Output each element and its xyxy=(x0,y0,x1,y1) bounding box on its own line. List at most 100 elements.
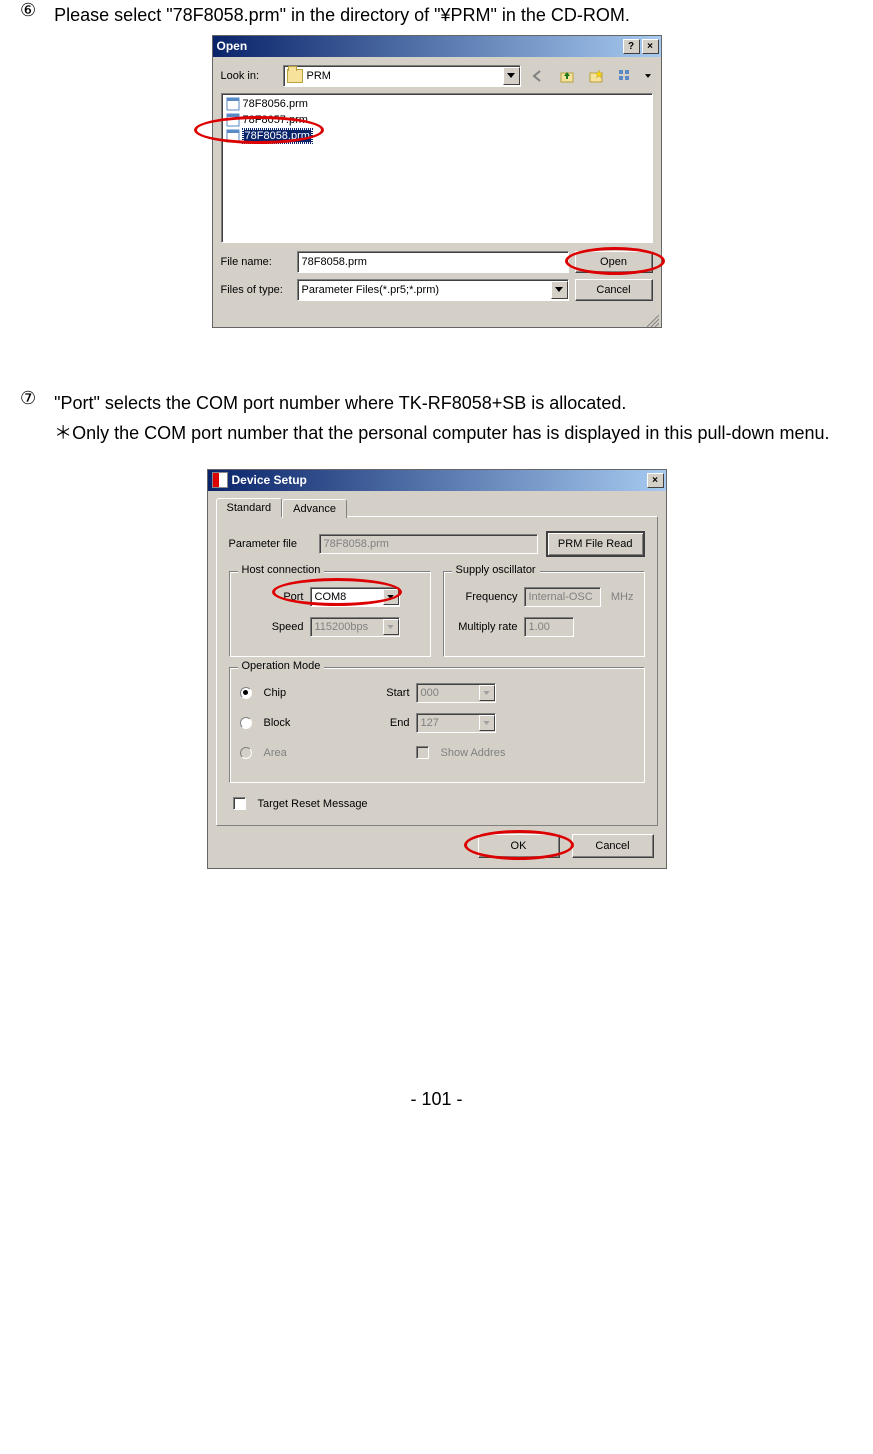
cancel-button[interactable]: Cancel xyxy=(572,834,654,858)
file-item[interactable]: 78F8056.prm xyxy=(224,96,650,112)
end-value: 127 xyxy=(421,717,439,729)
filetype-label: Files of type: xyxy=(221,284,291,296)
parameter-file-label: Parameter file xyxy=(229,538,311,550)
file-list[interactable]: 78F8056.prm 78F8057.prm 78F8058.prm xyxy=(221,93,653,243)
show-address-label: Show Addres xyxy=(441,747,506,759)
tab-advance-label: Advance xyxy=(293,503,336,515)
ok-button[interactable]: OK xyxy=(478,834,560,858)
step7-number: ⑦ xyxy=(20,388,36,409)
filetype-combo[interactable]: Parameter Files(*.pr5;*.prm) xyxy=(297,279,569,301)
resize-grip[interactable] xyxy=(213,315,661,327)
open-button[interactable]: Open xyxy=(575,251,653,273)
port-value: COM8 xyxy=(315,591,347,603)
operation-mode-legend: Operation Mode xyxy=(238,660,325,672)
help-button[interactable]: ? xyxy=(623,39,640,54)
filename-input[interactable]: 78F8058.prm xyxy=(297,251,569,273)
chevron-down-icon xyxy=(479,715,495,731)
open-button-label: Open xyxy=(600,256,627,268)
end-label: End xyxy=(370,717,410,729)
cancel-button-label: Cancel xyxy=(595,840,629,852)
speed-value: 115200bps xyxy=(315,621,369,633)
radio-block-label: Block xyxy=(264,717,291,729)
tab-standard[interactable]: Standard xyxy=(216,498,283,517)
file-name: 78F8058.prm xyxy=(243,129,312,143)
radio-area-label: Area xyxy=(264,747,287,759)
radio-block[interactable] xyxy=(240,717,252,729)
step6-number: ⑥ xyxy=(20,0,36,21)
supply-oscillator-legend: Supply oscillator xyxy=(452,564,540,576)
speed-combo: 115200bps xyxy=(310,617,400,637)
multiply-rate-input: 1.00 xyxy=(524,617,574,637)
file-icon xyxy=(226,113,240,127)
start-label: Start xyxy=(370,687,410,699)
supply-oscillator-group: Supply oscillator Frequency Internal-OSC… xyxy=(443,571,645,657)
parameter-file-value: 78F8058.prm xyxy=(324,538,389,550)
device-setup-dialog: Device Setup × Standard Advance Paramete… xyxy=(207,469,667,869)
frequency-unit: MHz xyxy=(611,591,634,603)
view-menu-chevron[interactable] xyxy=(643,65,653,87)
host-connection-group: Host connection Port COM8 Speed 115200bp… xyxy=(229,571,431,657)
speed-label: Speed xyxy=(240,621,304,633)
device-setup-title: Device Setup xyxy=(232,473,645,487)
chevron-down-icon xyxy=(479,685,495,701)
start-value: 000 xyxy=(421,687,439,699)
new-folder-button[interactable] xyxy=(585,65,608,87)
radio-chip[interactable] xyxy=(240,687,252,699)
device-setup-titlebar: Device Setup × xyxy=(208,470,666,491)
open-dialog: Open ? × Look in: PRM xyxy=(212,35,662,328)
step6-instruction: ⑥ Please select "78F8058.prm" in the dir… xyxy=(20,0,853,31)
cancel-button-label: Cancel xyxy=(596,284,630,296)
file-item[interactable]: 78F8057.prm xyxy=(224,112,650,128)
prm-file-read-button[interactable]: PRM File Read xyxy=(546,531,645,557)
folder-icon xyxy=(287,69,303,83)
tab-standard-label: Standard xyxy=(227,502,272,514)
filename-label: File name: xyxy=(221,256,291,268)
chevron-down-icon[interactable] xyxy=(383,589,399,605)
radio-chip-label: Chip xyxy=(264,687,287,699)
frequency-input: Internal-OSC xyxy=(524,587,601,607)
file-item-selected[interactable]: 78F8058.prm xyxy=(224,128,650,144)
up-folder-button[interactable] xyxy=(556,65,579,87)
prm-file-read-label: PRM File Read xyxy=(558,538,633,550)
show-address-checkbox xyxy=(416,746,429,759)
page-number: - 101 - xyxy=(20,1089,853,1110)
port-label: Port xyxy=(240,591,304,603)
port-combo[interactable]: COM8 xyxy=(310,587,400,607)
back-button[interactable] xyxy=(527,65,550,87)
lookin-value: PRM xyxy=(307,70,331,82)
view-menu-button[interactable] xyxy=(614,65,637,87)
open-dialog-titlebar: Open ? × xyxy=(213,36,661,57)
start-combo: 000 xyxy=(416,683,496,703)
frequency-label: Frequency xyxy=(454,591,518,603)
lookin-label: Look in: xyxy=(221,70,277,82)
file-icon xyxy=(226,129,240,143)
app-icon xyxy=(212,472,228,488)
close-button[interactable]: × xyxy=(647,473,664,488)
chevron-down-icon xyxy=(383,619,399,635)
step7-note: ＊Only the COM port number that the perso… xyxy=(54,423,829,443)
step7-instruction: ⑦ "Port" selects the COM port number whe… xyxy=(20,388,853,449)
target-reset-label: Target Reset Message xyxy=(258,798,368,810)
open-dialog-title: Open xyxy=(217,39,621,53)
filetype-value: Parameter Files(*.pr5;*.prm) xyxy=(302,284,440,296)
step7-text: "Port" selects the COM port number where… xyxy=(54,393,626,413)
radio-area xyxy=(240,747,252,759)
frequency-value: Internal-OSC xyxy=(529,591,593,603)
multiply-rate-value: 1.00 xyxy=(529,621,550,633)
cancel-button[interactable]: Cancel xyxy=(575,279,653,301)
close-button[interactable]: × xyxy=(642,39,659,54)
chevron-down-icon[interactable] xyxy=(503,67,520,85)
file-icon xyxy=(226,97,240,111)
file-name: 78F8057.prm xyxy=(243,114,308,126)
target-reset-checkbox[interactable] xyxy=(233,797,246,810)
end-combo: 127 xyxy=(416,713,496,733)
filename-value: 78F8058.prm xyxy=(302,256,367,268)
lookin-combo[interactable]: PRM xyxy=(283,65,521,87)
chevron-down-icon[interactable] xyxy=(551,281,568,299)
parameter-file-input: 78F8058.prm xyxy=(319,534,538,554)
step6-text: Please select "78F8058.prm" in the direc… xyxy=(54,0,853,31)
operation-mode-group: Operation Mode Chip Block Area Start 000 xyxy=(229,667,645,783)
tab-advance[interactable]: Advance xyxy=(282,499,347,518)
multiply-rate-label: Multiply rate xyxy=(454,621,518,633)
host-connection-legend: Host connection xyxy=(238,564,325,576)
